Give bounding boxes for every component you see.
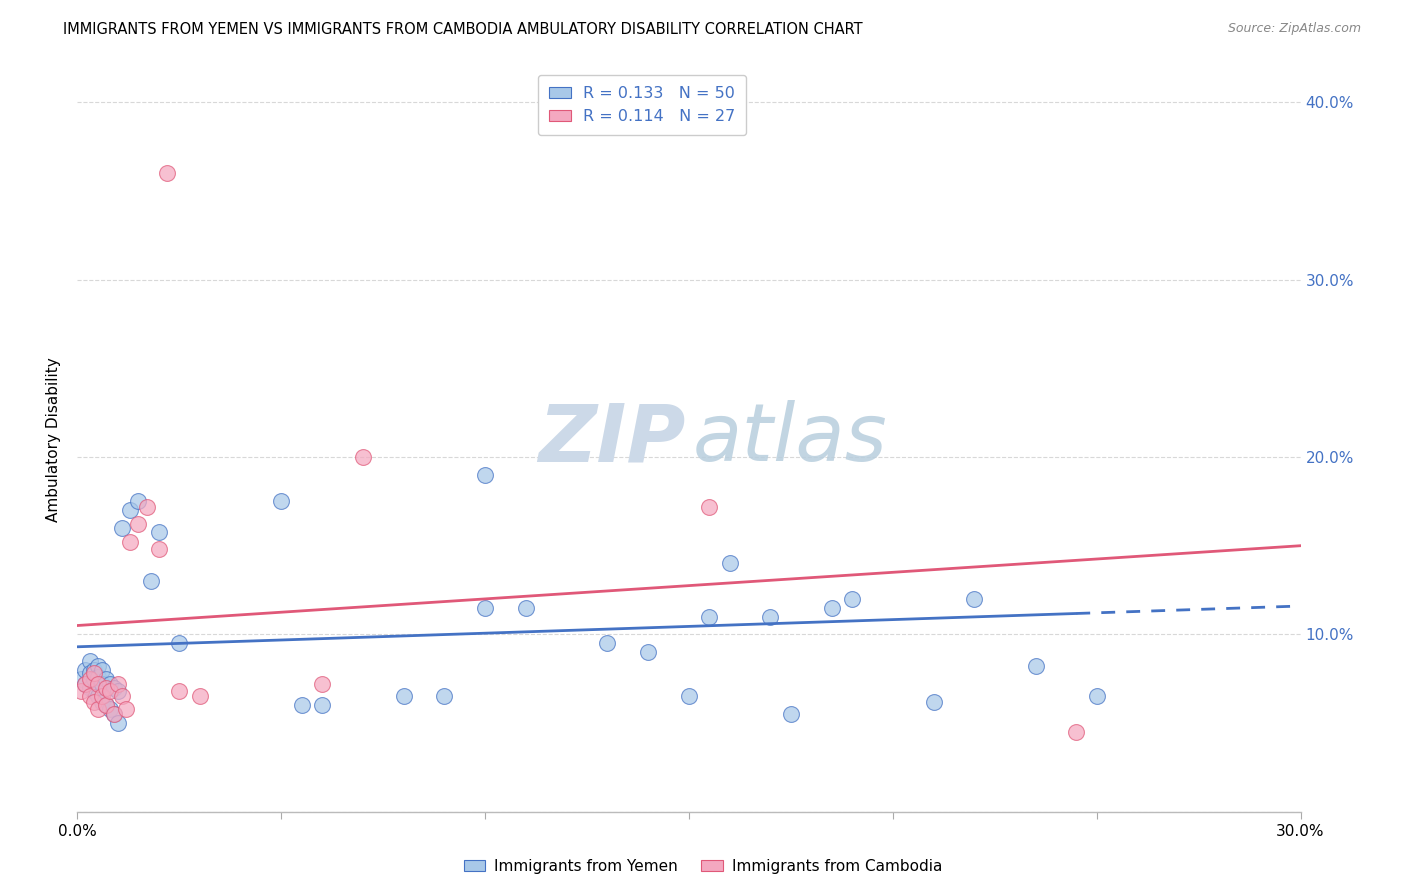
Point [87, 702, 110, 716]
Text: Source: ZipAtlas.com: Source: ZipAtlas.com [1227, 22, 1361, 36]
Point [474, 467, 496, 482]
Point [70, 684, 93, 698]
Point [311, 698, 333, 713]
Legend: R = 0.133   N = 50, R = 0.114   N = 27: R = 0.133 N = 50, R = 0.114 N = 27 [538, 75, 747, 136]
Point [79, 672, 101, 686]
Point [127, 494, 149, 508]
Point [98, 702, 121, 716]
Point [83, 684, 105, 698]
Text: ZIP: ZIP [538, 401, 685, 478]
Point [120, 503, 142, 517]
Point [433, 690, 456, 704]
Point [83, 672, 105, 686]
Point [83, 663, 105, 677]
Text: IMMIGRANTS FROM YEMEN VS IMMIGRANTS FROM CAMBODIA AMBULATORY DISABILITY CORRELAT: IMMIGRANTS FROM YEMEN VS IMMIGRANTS FROM… [63, 22, 863, 37]
Point [637, 645, 659, 659]
Point [135, 500, 157, 514]
Point [515, 600, 537, 615]
Point [120, 535, 142, 549]
Point [699, 609, 721, 624]
Point [79, 654, 101, 668]
Point [107, 716, 129, 731]
Point [352, 450, 374, 464]
Point [87, 659, 110, 673]
Point [75, 663, 97, 677]
Point [94, 672, 117, 686]
Y-axis label: Ambulatory Disability: Ambulatory Disability [46, 357, 62, 522]
Point [678, 690, 700, 704]
Point [779, 707, 801, 722]
Point [963, 591, 986, 606]
Text: atlas: atlas [693, 401, 887, 478]
Point [115, 702, 138, 716]
Point [290, 698, 312, 713]
Point [79, 681, 101, 695]
Point [107, 677, 129, 691]
Point [103, 707, 125, 722]
Point [90, 695, 112, 709]
Point [270, 494, 292, 508]
Point [1085, 690, 1108, 704]
Point [148, 542, 170, 557]
Point [103, 707, 125, 722]
Point [311, 677, 333, 691]
Point [107, 684, 129, 698]
Point [87, 677, 110, 691]
Point [139, 574, 162, 589]
Point [83, 695, 105, 709]
Point [98, 684, 121, 698]
Point [188, 690, 211, 704]
Point [94, 698, 117, 713]
Point [718, 557, 741, 571]
Point [75, 677, 97, 691]
Point [1024, 659, 1046, 673]
Point [1066, 725, 1088, 739]
Point [821, 600, 844, 615]
Legend: Immigrants from Yemen, Immigrants from Cambodia: Immigrants from Yemen, Immigrants from C… [458, 853, 948, 880]
Point [111, 521, 134, 535]
Point [87, 690, 110, 704]
Point [148, 524, 170, 539]
Point [75, 677, 97, 691]
Point [922, 695, 945, 709]
Point [103, 681, 125, 695]
Point [90, 677, 112, 691]
Point [79, 666, 101, 681]
Point [169, 636, 191, 650]
Point [94, 681, 117, 695]
Point [596, 636, 619, 650]
Point [392, 690, 415, 704]
Point [111, 690, 134, 704]
Point [474, 600, 496, 615]
Point [90, 690, 112, 704]
Point [79, 690, 101, 704]
Point [94, 698, 117, 713]
Point [87, 670, 110, 684]
Point [841, 591, 863, 606]
Point [156, 166, 179, 180]
Point [127, 517, 149, 532]
Point [98, 677, 121, 691]
Point [699, 500, 721, 514]
Point [169, 684, 191, 698]
Point [90, 663, 112, 677]
Point [70, 672, 93, 686]
Point [759, 609, 782, 624]
Point [83, 666, 105, 681]
